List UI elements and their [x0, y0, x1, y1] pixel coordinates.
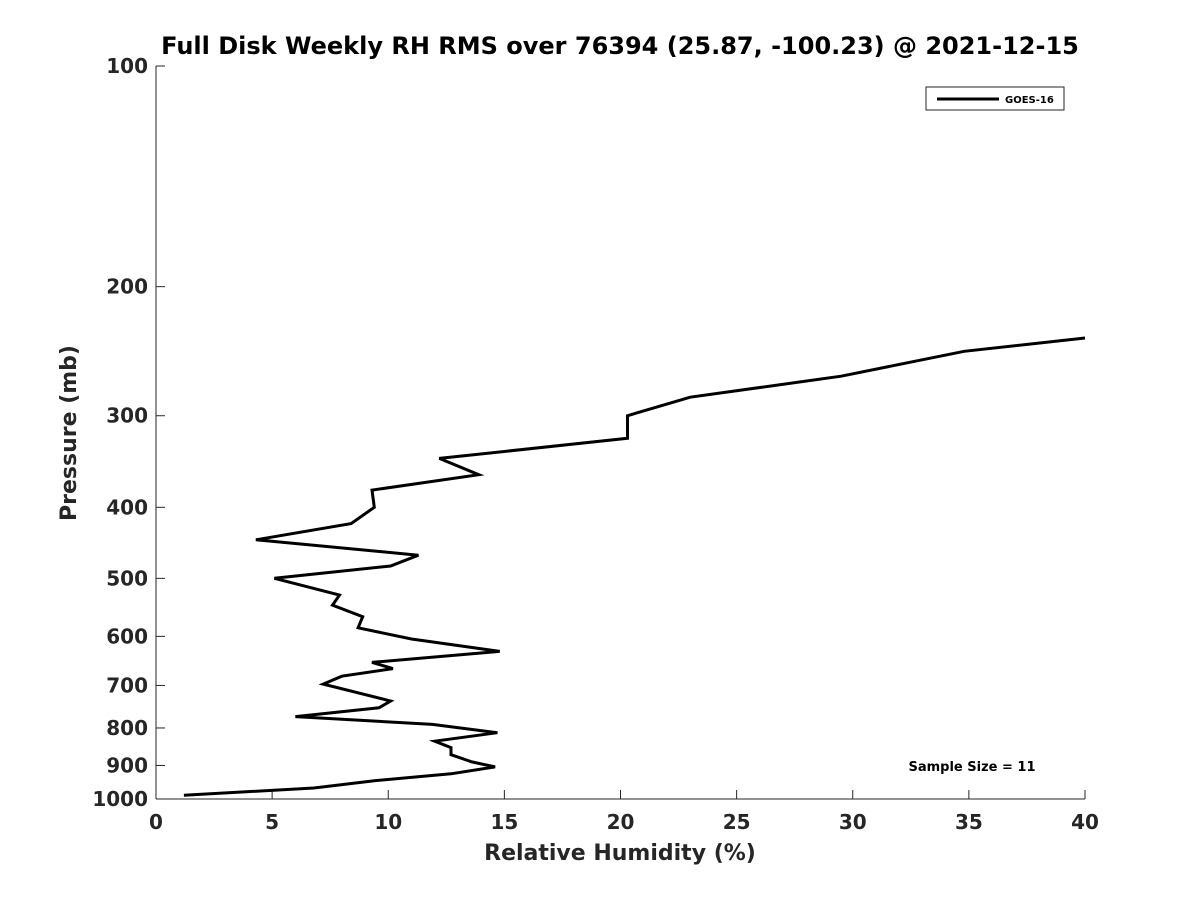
y-tick-label: 600 [106, 624, 148, 648]
x-tick-label: 30 [839, 810, 867, 834]
x-tick-label: 25 [723, 810, 751, 834]
series-line-goes-16 [183, 336, 1086, 797]
legend-label-goes-16: GOES-16 [1005, 95, 1054, 106]
series-layer [183, 336, 1086, 797]
y-tick-label: 1000 [92, 787, 148, 811]
y-tick-label: 800 [106, 716, 148, 740]
y-axis-label: Pressure (mb) [57, 345, 82, 521]
x-axis-label: Relative Humidity (%) [484, 841, 756, 866]
x-tick-label: 15 [490, 810, 518, 834]
y-tick-label: 100 [106, 54, 148, 78]
x-tick-label: 0 [149, 810, 163, 834]
y-tick-label: 900 [106, 753, 148, 777]
y-tick-label: 300 [106, 404, 148, 428]
x-tick-label: 40 [1071, 810, 1099, 834]
x-tick-label: 20 [607, 810, 635, 834]
chart-title: Full Disk Weekly RH RMS over 76394 (25.8… [161, 32, 1079, 60]
y-tick-label: 700 [106, 673, 148, 697]
x-tick-label: 10 [374, 810, 402, 834]
y-tick-label: 200 [106, 275, 148, 299]
x-axis-ticks: 0 5 10 15 20 25 30 35 40 [149, 790, 1099, 834]
axes [155, 66, 1085, 800]
y-axis-ticks: 100 200 300 400 500 600 700 800 900 1000 [92, 54, 165, 811]
legend: GOES-16 [925, 86, 1065, 111]
y-tick-label: 400 [106, 495, 148, 519]
sample-size-annotation: Sample Size = 11 [908, 760, 1035, 775]
x-tick-label: 5 [265, 810, 279, 834]
y-tick-label: 500 [106, 566, 148, 590]
x-tick-label: 35 [955, 810, 983, 834]
